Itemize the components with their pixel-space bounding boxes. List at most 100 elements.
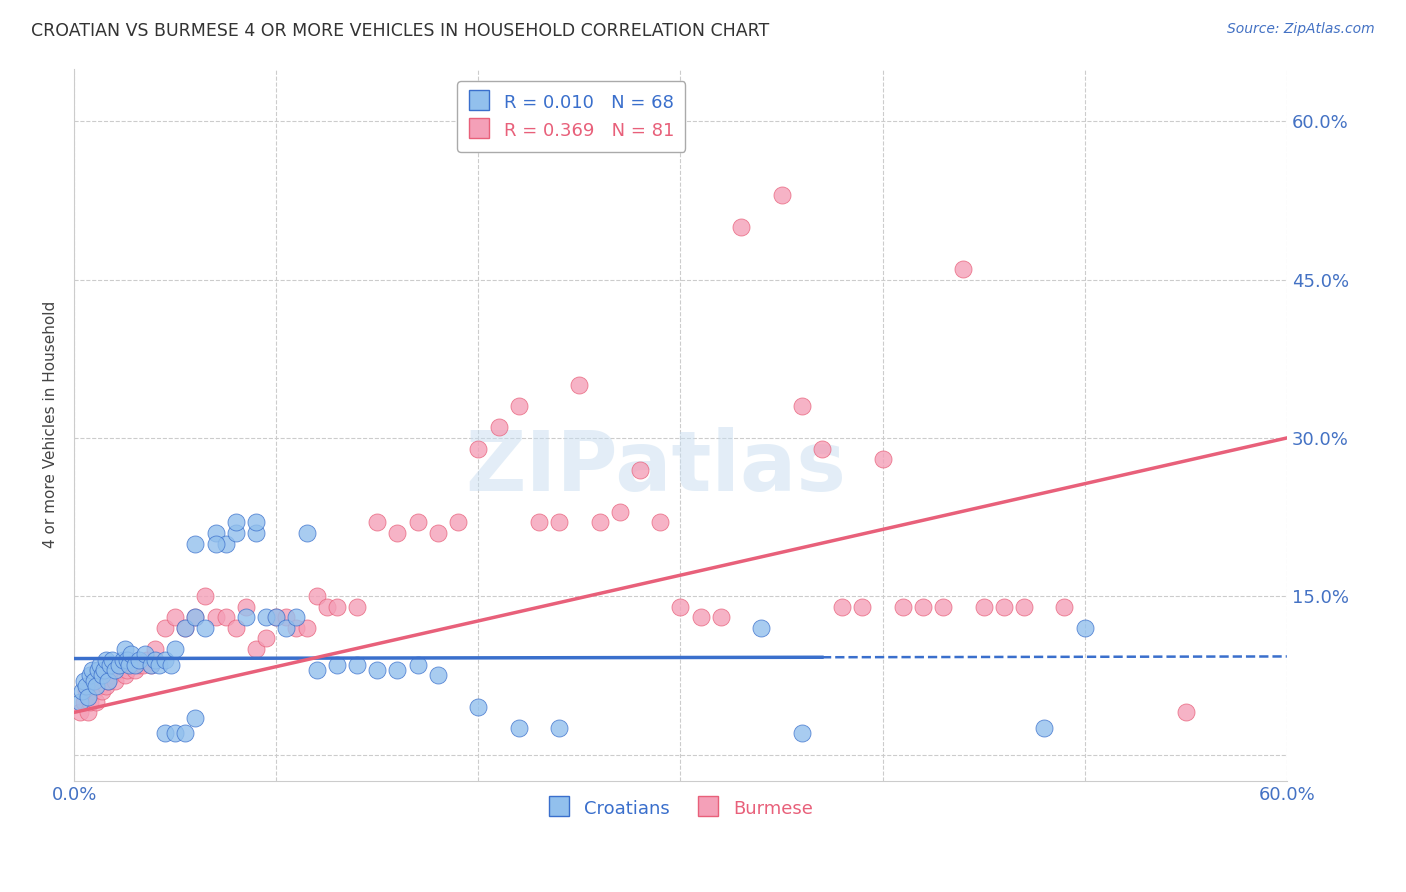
Point: [872, 452, 894, 467]
Point: [107, 663, 129, 677]
Point: [174, 726, 197, 740]
Text: Source: ZipAtlas.com: Source: ZipAtlas.com: [1227, 22, 1375, 37]
Point: [114, 668, 136, 682]
Point: [548, 721, 571, 735]
Legend: Croatians, Burmese: Croatians, Burmese: [541, 790, 820, 825]
Point: [111, 652, 134, 666]
Point: [103, 673, 125, 688]
Point: [973, 599, 995, 614]
Point: [254, 610, 277, 624]
Point: [91, 684, 114, 698]
Point: [689, 610, 711, 624]
Point: [160, 657, 183, 672]
Point: [204, 536, 226, 550]
Point: [75, 679, 97, 693]
Point: [650, 516, 672, 530]
Point: [1012, 599, 1035, 614]
Point: [366, 516, 388, 530]
Point: [426, 668, 449, 682]
Point: [103, 663, 125, 677]
Point: [93, 668, 115, 682]
Point: [139, 657, 162, 672]
Point: [89, 679, 111, 693]
Point: [366, 663, 388, 677]
Point: [101, 668, 124, 682]
Point: [128, 652, 150, 666]
Point: [184, 610, 207, 624]
Point: [194, 589, 217, 603]
Point: [135, 652, 157, 666]
Point: [993, 599, 1015, 614]
Point: [235, 599, 257, 614]
Point: [174, 621, 197, 635]
Point: [225, 516, 247, 530]
Point: [184, 536, 207, 550]
Point: [770, 188, 793, 202]
Point: [114, 642, 136, 657]
Point: [1033, 721, 1056, 735]
Point: [276, 610, 298, 624]
Point: [89, 657, 111, 672]
Point: [165, 642, 187, 657]
Point: [87, 673, 110, 688]
Point: [245, 525, 267, 540]
Text: ZIPatlas: ZIPatlas: [465, 427, 846, 508]
Point: [285, 621, 308, 635]
Point: [204, 610, 226, 624]
Point: [153, 652, 176, 666]
Point: [70, 684, 93, 698]
Point: [326, 599, 349, 614]
Point: [508, 399, 530, 413]
Point: [69, 706, 91, 720]
Point: [83, 684, 105, 698]
Point: [326, 657, 349, 672]
Point: [165, 726, 187, 740]
Point: [120, 657, 142, 672]
Point: [749, 621, 772, 635]
Point: [115, 663, 138, 677]
Point: [609, 505, 631, 519]
Point: [245, 516, 267, 530]
Point: [174, 621, 197, 635]
Point: [69, 695, 91, 709]
Point: [93, 663, 115, 677]
Point: [508, 721, 530, 735]
Point: [467, 700, 489, 714]
Point: [184, 610, 207, 624]
Point: [225, 621, 247, 635]
Point: [488, 420, 510, 434]
Point: [124, 657, 146, 672]
Point: [790, 726, 813, 740]
Point: [276, 621, 298, 635]
Point: [264, 610, 287, 624]
Point: [153, 621, 176, 635]
Point: [143, 642, 166, 657]
Point: [295, 621, 318, 635]
Point: [83, 673, 105, 688]
Point: [245, 642, 267, 657]
Point: [235, 610, 257, 624]
Point: [128, 657, 150, 672]
Point: [73, 695, 96, 709]
Point: [215, 610, 238, 624]
Point: [97, 673, 120, 688]
Point: [710, 610, 733, 624]
Point: [669, 599, 692, 614]
Point: [254, 632, 277, 646]
Point: [1073, 621, 1095, 635]
Point: [346, 657, 368, 672]
Point: [215, 536, 238, 550]
Point: [100, 663, 122, 677]
Point: [148, 657, 170, 672]
Point: [426, 525, 449, 540]
Point: [77, 690, 100, 704]
Point: [285, 610, 308, 624]
Point: [77, 706, 100, 720]
Point: [346, 599, 368, 614]
Point: [406, 657, 429, 672]
Point: [110, 657, 132, 672]
Point: [1053, 599, 1076, 614]
Point: [831, 599, 853, 614]
Point: [204, 525, 226, 540]
Point: [184, 711, 207, 725]
